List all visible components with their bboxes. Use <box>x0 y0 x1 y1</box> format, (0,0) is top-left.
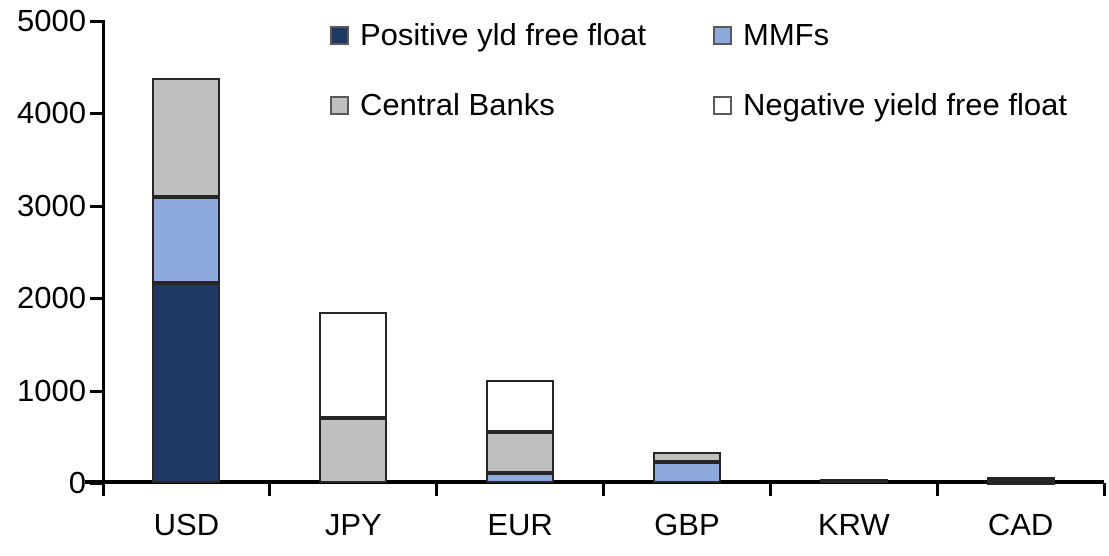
legend-label: Central Banks <box>360 87 555 122</box>
legend-label: Negative yield free float <box>743 87 1067 122</box>
legend-item-positive-yld-free-float: Positive yld free float <box>330 15 646 55</box>
x-axis-line <box>85 480 1104 484</box>
bar-segment-jpy <box>319 312 388 419</box>
x-tick <box>768 483 772 496</box>
bar-segment-eur <box>486 380 555 433</box>
bar-segment-cad <box>986 477 1055 482</box>
x-tick <box>935 483 939 496</box>
legend-item-mmfs: MMFs <box>713 15 829 55</box>
bar-segment-gbp <box>652 461 721 483</box>
category-label: EUR <box>487 507 553 542</box>
y-tick-label: 4000 <box>17 95 86 131</box>
y-tick <box>90 204 105 208</box>
y-tick-label: 2000 <box>17 280 86 316</box>
y-tick <box>90 297 105 301</box>
legend-swatch-mmfs <box>713 25 732 45</box>
bar-segment-usd <box>152 196 221 284</box>
y-tick <box>90 389 105 393</box>
bar-segment-jpy <box>319 418 388 483</box>
bar-segment-gbp <box>652 451 721 462</box>
y-tick <box>90 482 105 485</box>
legend-swatch-positive-yld-free-float <box>330 25 349 45</box>
category-label: GBP <box>654 507 720 542</box>
legend-item-negative-yield-free-float: Negative yield free float <box>713 85 1067 125</box>
bar-segment-krw <box>819 479 888 484</box>
y-axis-line <box>102 21 105 484</box>
y-tick <box>90 112 105 116</box>
x-tick <box>602 483 605 496</box>
y-tick <box>90 20 105 23</box>
category-label: JPY <box>324 507 382 542</box>
legend-item-central-banks: Central Banks <box>330 85 555 125</box>
x-tick <box>435 483 439 496</box>
x-tick <box>268 483 272 496</box>
bar-segment-usd <box>152 283 221 483</box>
y-tick-label: 5000 <box>17 3 86 38</box>
bar-segment-eur <box>486 472 555 483</box>
legend-label: Positive yld free float <box>360 17 647 52</box>
bar-segment-eur <box>486 432 555 473</box>
legend-swatch-central-banks <box>330 95 349 115</box>
x-tick <box>101 483 105 496</box>
legend-label: MMFs <box>743 17 830 52</box>
legend-swatch-negative-yield-free-float <box>713 95 732 115</box>
category-label: USD <box>153 507 220 542</box>
y-tick-label: 1000 <box>17 372 86 408</box>
bar-segment-usd <box>152 78 221 197</box>
x-tick <box>1102 483 1106 496</box>
category-label: CAD <box>987 507 1054 542</box>
y-tick-label: 3000 <box>17 187 86 223</box>
category-label: KRW <box>817 507 890 542</box>
y-tick-label: 0 <box>68 465 86 500</box>
